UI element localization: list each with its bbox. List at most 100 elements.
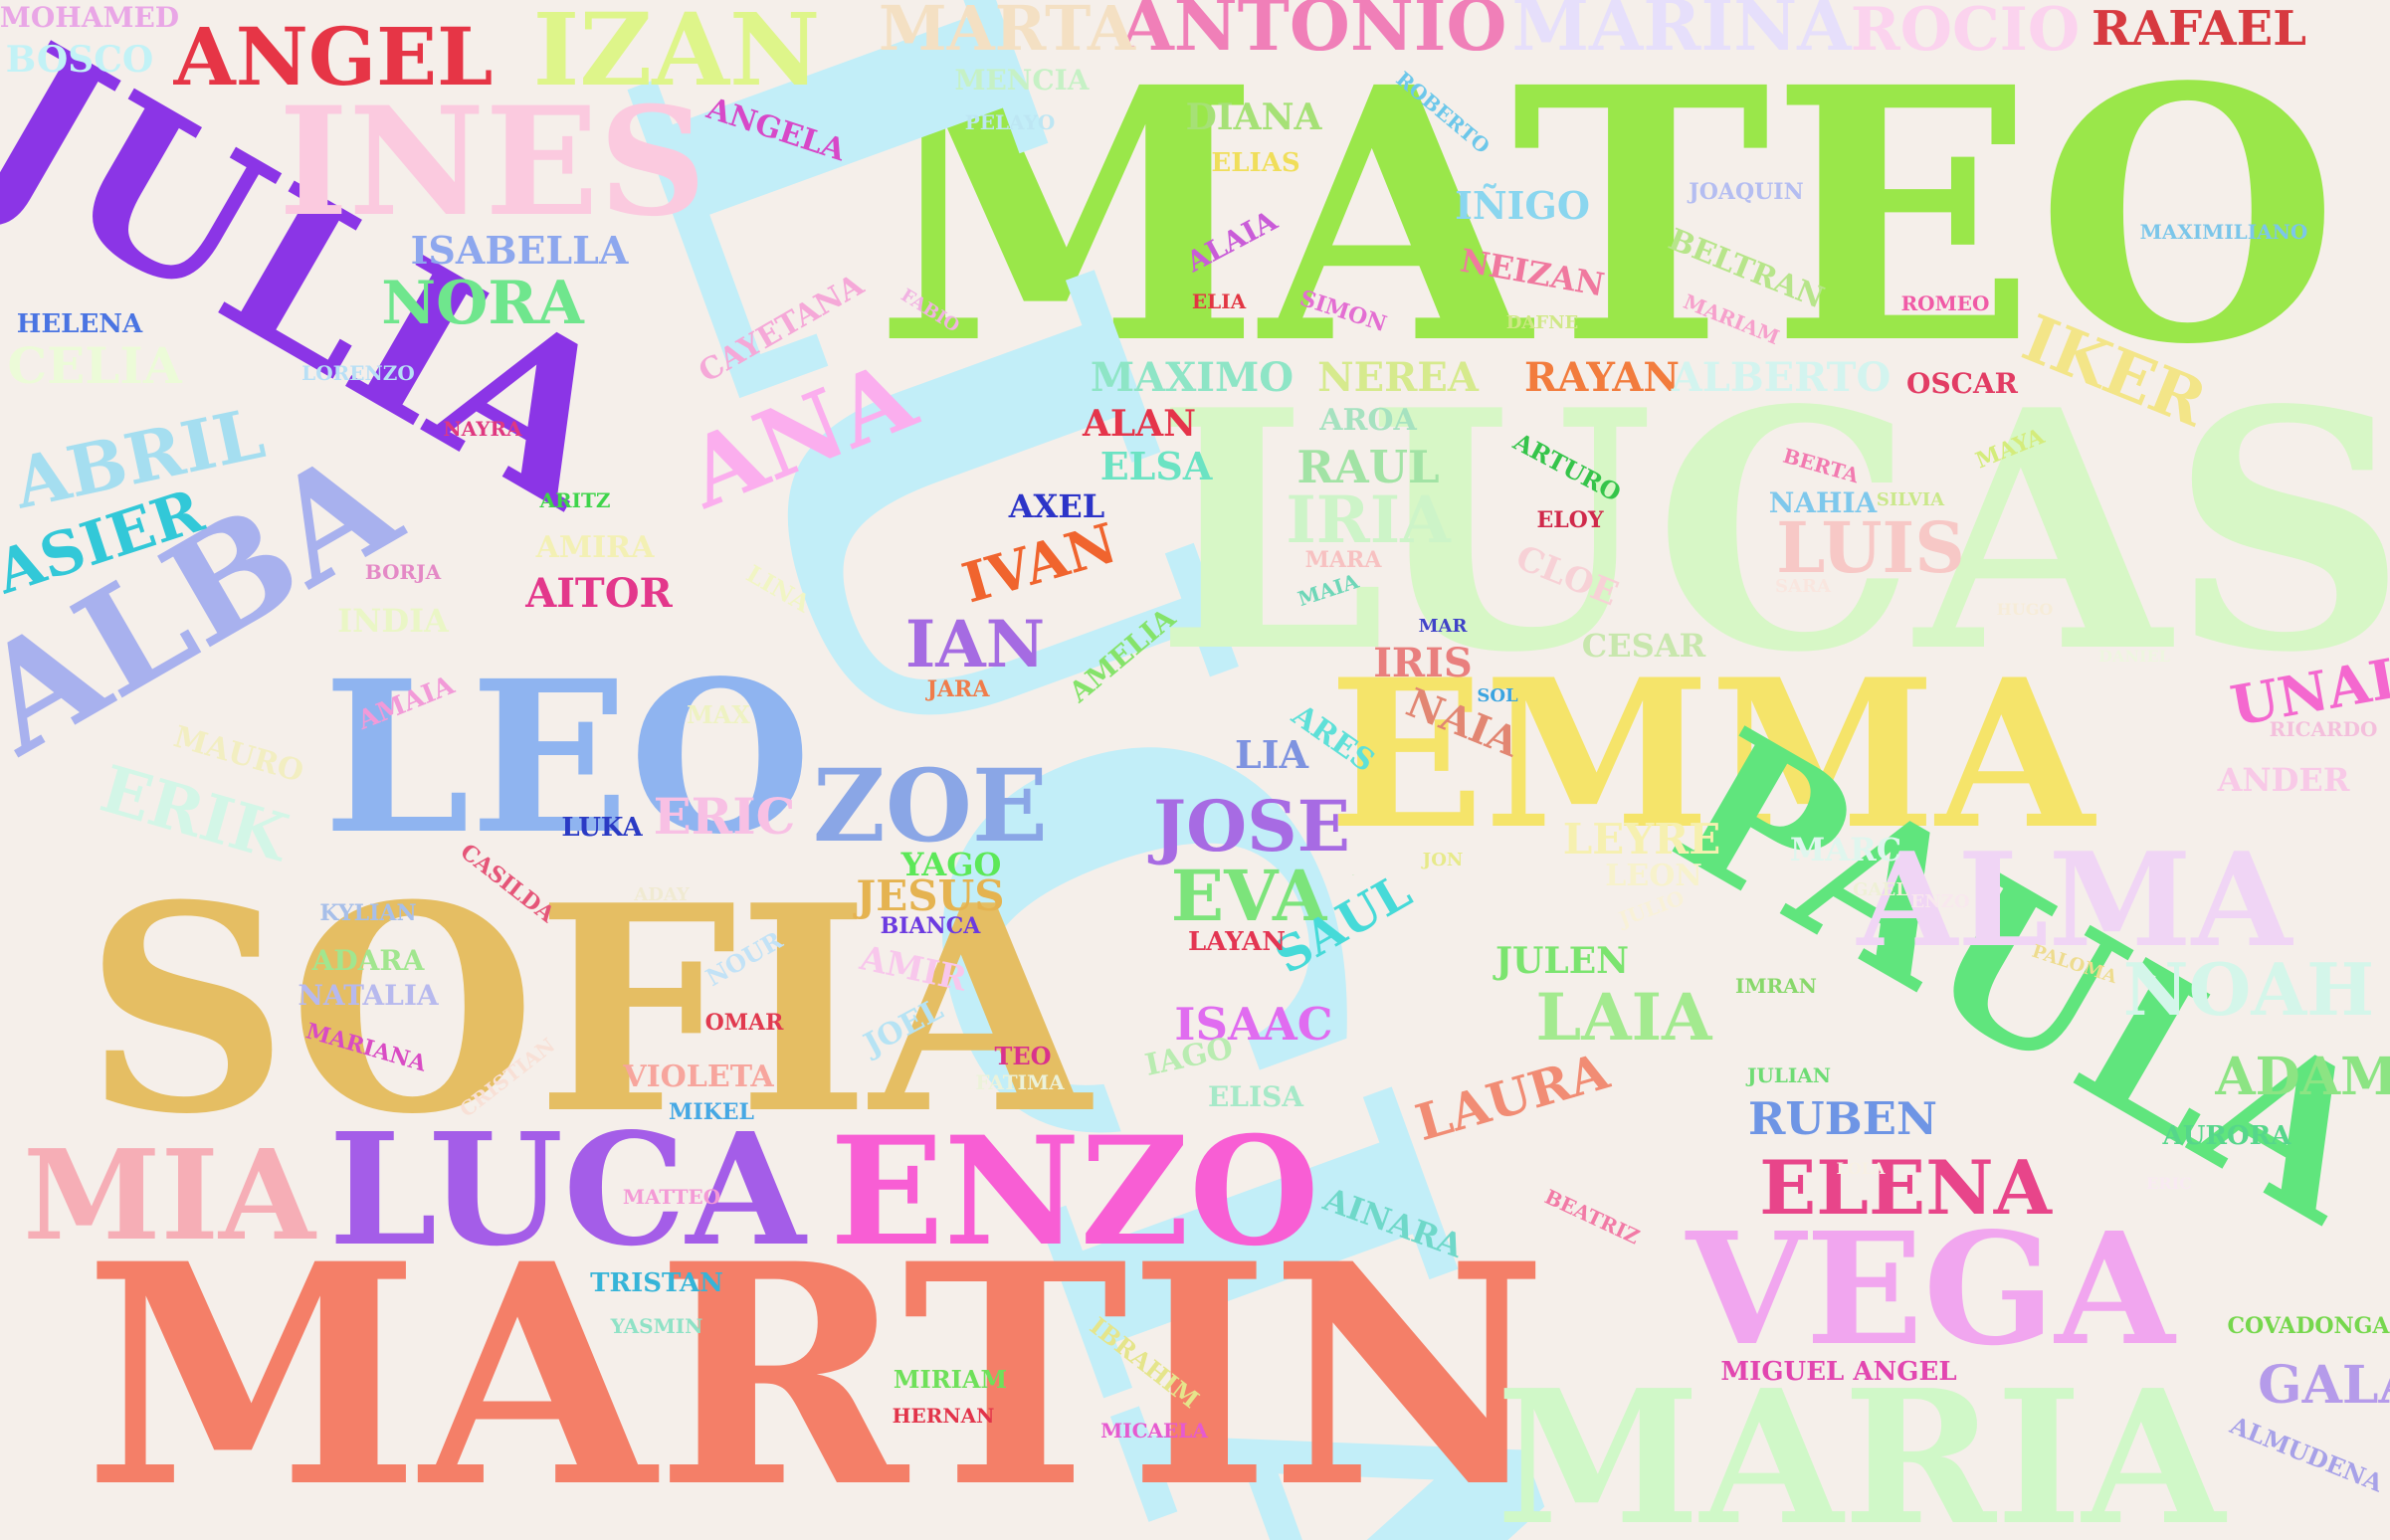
word-tristan: TRISTAN	[590, 1268, 723, 1298]
word-enzo: ENZO	[830, 1104, 1319, 1279]
word-eric: ERIC	[2146, 1174, 2192, 1193]
word-celia: CELIA	[7, 336, 182, 395]
word-nahia: NAHIA	[1769, 486, 1879, 519]
word-izan: IZAN	[533, 0, 821, 108]
word-yasmin: YASMIN	[610, 1314, 703, 1338]
word-luca: LUCA	[328, 1098, 807, 1280]
word-marina: MARINA	[1511, 0, 1853, 67]
word-rafael: RAFAEL	[2091, 1, 2306, 57]
word-gala: GALA	[2258, 1355, 2390, 1416]
word-miriam: MIRIAM	[894, 1365, 1007, 1394]
word-ines: INES	[279, 75, 706, 250]
word-nerea: NEREA	[1317, 354, 1480, 401]
word-jesus: JESUS	[852, 871, 1004, 920]
word-india: INDIA	[337, 602, 450, 640]
word-gael: GAEL	[1853, 879, 1908, 900]
word-eloy: ELOY	[1536, 507, 1603, 533]
word-matteo: MATTEO	[623, 1185, 720, 1209]
word-elsa: ELSA	[1100, 444, 1213, 488]
word-hugo: HUGO	[1997, 600, 2054, 619]
word-jara: JARA	[925, 676, 991, 702]
word-aurora: AURORA	[2162, 1121, 2292, 1151]
word-alberto: ALBERTO	[1671, 354, 1892, 401]
word-jose: JOSE	[1147, 785, 1350, 867]
word-leyre: LEYRE	[1563, 815, 1720, 864]
word-zoe: ZOE	[813, 747, 1048, 865]
word-marta: MARTA	[879, 0, 1136, 65]
word-imran: IMRAN	[1735, 974, 1817, 998]
word-jon: JON	[1421, 850, 1464, 870]
word-teo: TEO	[994, 1042, 1051, 1070]
word-natalia: NATALIA	[298, 979, 440, 1012]
word-miguel-angel: MIGUEL ANGEL	[1720, 1357, 1956, 1387]
word-romeo: ROMEO	[1901, 291, 1990, 315]
word-rocio: ROCIO	[1851, 0, 2080, 65]
word-maria: MARIA	[1496, 1349, 2228, 1540]
word-ricardo: RICARDO	[2270, 717, 2378, 741]
word-mateo: MATEO	[875, 11, 2339, 421]
word-iris: IRIS	[1373, 640, 1473, 686]
word-marc: MARC	[1790, 831, 1901, 868]
word-elias: ELIAS	[1211, 148, 1299, 178]
word-alan: ALAN	[1082, 403, 1196, 445]
word-axel: AXEL	[1008, 487, 1105, 525]
word-omar: OMAR	[705, 1010, 785, 1036]
word-lola: LOLA	[1837, 1159, 1886, 1178]
word-covadonga: COVADONGA	[2228, 1313, 2390, 1339]
word-silvia: SILVIA	[1877, 489, 1945, 510]
word-ian: IAN	[905, 607, 1045, 682]
word-amira: AMIRA	[535, 530, 655, 565]
word-eva: EVA	[1352, 874, 1354, 876]
word-borja: BORJA	[365, 560, 442, 584]
word-sofia: SOFIA	[85, 844, 1096, 1177]
word-layan: LAYAN	[1188, 927, 1286, 957]
word-emma: EMMA	[1328, 636, 2096, 874]
word-bianca: BIANCA	[881, 913, 982, 939]
word-lia: LIA	[1235, 732, 1308, 777]
word-mar: MAR	[1419, 616, 1469, 637]
word-enzo: ENZO	[1911, 891, 1970, 912]
word-nora: NORA	[381, 269, 585, 338]
word-luka: LUKA	[561, 813, 643, 843]
word-hernan: HERNAN	[893, 1404, 995, 1428]
word-cesar: CESAR	[1582, 627, 1706, 665]
word-laia: LAIA	[1536, 980, 1714, 1056]
word-elena: ELENA	[1759, 1144, 2054, 1232]
word-max: MAX	[687, 700, 750, 729]
word-adara: ADARA	[311, 944, 426, 977]
word-bosco: BOSCO	[6, 39, 153, 81]
word-violeta: VIOLETA	[622, 1059, 774, 1094]
word-daniel: DANIEL	[2098, 647, 2170, 666]
word-aritz: ARITZ	[539, 488, 611, 512]
word-mencia: MENCIA	[954, 64, 1090, 96]
word-mara: MARA	[1305, 547, 1383, 573]
word-aitor: AITOR	[524, 570, 673, 617]
word-maximiliano: MAXIMILIANO	[2140, 220, 2308, 244]
word-alma: ALMA	[1855, 824, 2293, 976]
word-oscar: OSCAR	[1906, 367, 2019, 400]
word-dafne: DAFNE	[1506, 312, 1579, 333]
word-helena: HELENA	[17, 309, 143, 339]
word-pelayo: PELAYO	[965, 110, 1056, 134]
word-nayra: NAYRA	[443, 417, 522, 441]
word-raul: RAUL	[1296, 441, 1439, 493]
word-vega: VEGA	[1685, 1198, 2176, 1380]
word-yago: YAGO	[900, 846, 1002, 883]
word-isabella: ISABELLA	[411, 228, 629, 273]
word-adam: ADAM	[2214, 1047, 2390, 1107]
word-leon: LEON	[1605, 859, 1702, 893]
word-mia: MIA	[23, 1123, 317, 1268]
word-julian: JULIAN	[1745, 1063, 1831, 1087]
word-elisa: ELISA	[1208, 1080, 1304, 1113]
word-noah: NOAH	[2123, 947, 2374, 1032]
word-joaquin: JOAQUIN	[1687, 179, 1803, 205]
word-luis: LUIS	[1776, 506, 1965, 589]
word-maximo: MAXIMO	[1091, 354, 1294, 401]
word-angel: ANGEL	[173, 10, 494, 103]
word-ander: ANDER	[2217, 761, 2350, 799]
word-eva: EVA	[1171, 855, 1328, 937]
word-julen: JULEN	[1493, 940, 1629, 982]
